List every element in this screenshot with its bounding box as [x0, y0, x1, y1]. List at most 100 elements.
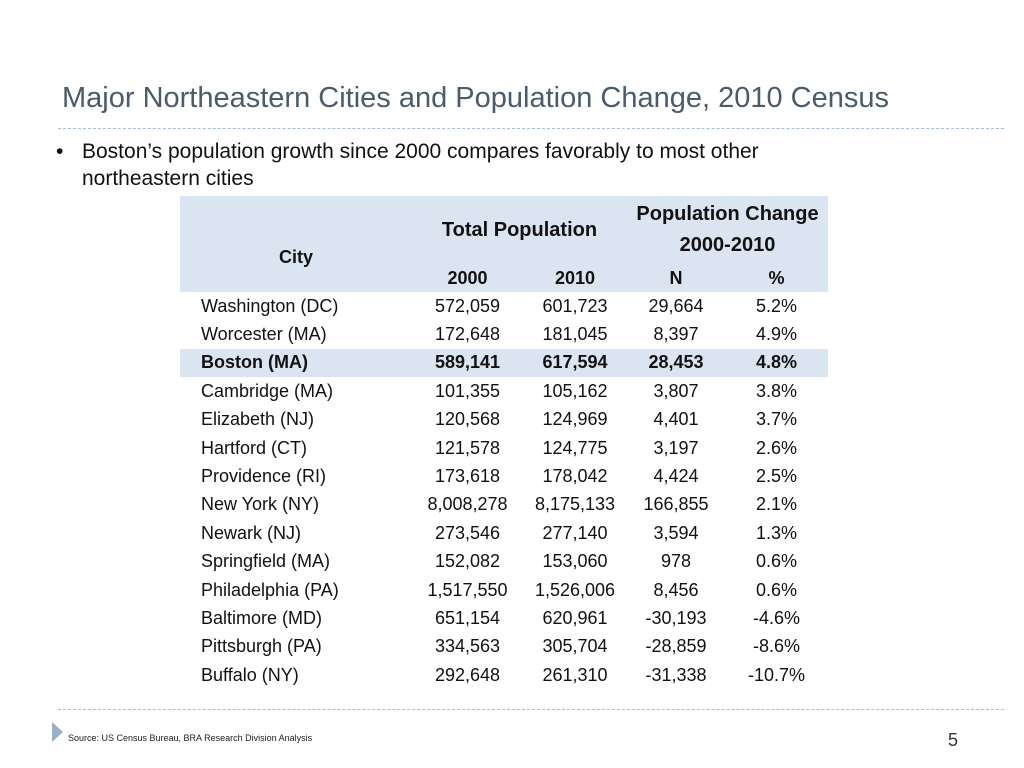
table-body: Washington (DC) 572,059 601,723 29,664 5.2% W…	[180, 292, 828, 689]
slide-title: Major Northeastern Cities and Population…	[62, 82, 889, 114]
cell-pop-2010: 277,140	[542, 522, 608, 543]
header-population-change: Population Change 2000-2010	[627, 196, 828, 264]
cell-change-n: 166,855	[643, 494, 709, 515]
cell-change-pct: -10.7%	[747, 664, 806, 685]
cell-change-pct: -4.6%	[752, 607, 801, 628]
cell-pop-2010: 601,723	[542, 295, 608, 316]
cell-change-pct: 5.2%	[755, 295, 798, 316]
cell-city: Newark (NJ)	[201, 522, 302, 543]
cell-change-n: 29,664	[648, 295, 704, 316]
cell-pop-2010: 105,162	[542, 380, 608, 401]
population-table: City Total Population Population Change …	[180, 196, 828, 689]
cell-city: Pittsburgh (PA)	[201, 636, 322, 657]
table-row: Springfield (MA) 152,082 153,060 978 0.6%	[180, 548, 828, 576]
cell-change-pct: 2.5%	[755, 466, 798, 487]
cell-pop-2000: 173,618	[434, 466, 501, 487]
cell-change-pct: 2.1%	[755, 494, 798, 515]
cell-pop-2010: 620,961	[542, 607, 608, 628]
bullet-text: Boston’s population growth since 2000 co…	[82, 140, 759, 190]
cell-change-pct: 0.6%	[755, 579, 798, 600]
header-total-population: Total Population	[412, 196, 627, 264]
table-row: Philadelphia (PA) 1,517,550 1,526,006 8,456…	[180, 576, 828, 604]
header-population-change-line2: 2000-2010	[679, 234, 776, 256]
cell-change-n: 4,401	[653, 409, 699, 430]
cell-pop-2010: 181,045	[542, 324, 608, 345]
cell-change-n: 978	[660, 551, 692, 572]
cell-pop-2010: 178,042	[542, 466, 608, 487]
header-year-2010: 2010	[523, 264, 627, 292]
cell-pop-2000: 572,059	[434, 295, 501, 316]
header-n: N	[627, 264, 725, 292]
cell-pop-2000: 589,141	[412, 348, 523, 378]
cell-pop-2000: 1,517,550	[427, 579, 508, 600]
cell-city: Buffalo (NY)	[201, 664, 299, 685]
footer-divider	[58, 709, 1004, 710]
cell-change-n: -31,338	[645, 664, 707, 685]
cell-change-n: 8,397	[653, 324, 699, 345]
table-row: Elizabeth (NJ) 120,568 124,969 4,401 3.7%	[180, 406, 828, 434]
cell-change-n: 3,197	[653, 437, 699, 458]
cell-change-n: 28,453	[627, 348, 725, 378]
cell-pop-2010: 261,310	[542, 664, 608, 685]
cell-city: Cambridge (MA)	[201, 380, 334, 401]
cell-change-pct: 4.8%	[725, 348, 828, 378]
header-population-change-line1: Population Change	[636, 203, 819, 225]
table-row: Buffalo (NY) 292,648 261,310 -31,338 -10.7%	[180, 661, 828, 689]
cell-pop-2000: 152,082	[434, 551, 501, 572]
cell-change-pct: 1.3%	[755, 522, 798, 543]
cell-pop-2000: 121,578	[434, 437, 501, 458]
footer-triangle-icon	[52, 722, 63, 742]
cell-change-pct: 3.8%	[755, 380, 798, 401]
cell-city: Baltimore (MD)	[201, 607, 323, 628]
header-year-2000: 2000	[412, 264, 523, 292]
cell-change-n: -30,193	[645, 607, 707, 628]
table-row: Baltimore (MD) 651,154 620,961 -30,193 -4.6%	[180, 604, 828, 632]
cell-change-n: 4,424	[653, 466, 699, 487]
cell-city: Providence (RI)	[201, 466, 327, 487]
table-row: Cambridge (MA) 101,355 105,162 3,807 3.8%	[180, 377, 828, 405]
cell-pop-2010: 153,060	[542, 551, 608, 572]
cell-change-pct: 3.7%	[755, 409, 798, 430]
bullet-point: • Boston’s population growth since 2000 …	[56, 138, 856, 192]
cell-city: Springfield (MA)	[201, 551, 331, 572]
table-row: Providence (RI) 173,618 178,042 4,424 2.5%	[180, 462, 828, 490]
cell-pop-2000: 120,568	[434, 409, 501, 430]
cell-change-pct: 0.6%	[755, 551, 798, 572]
cell-city: Hartford (CT)	[201, 437, 308, 458]
cell-pop-2000: 292,648	[434, 664, 501, 685]
cell-pop-2010: 8,175,133	[534, 494, 616, 515]
cell-city: Elizabeth (NJ)	[201, 409, 315, 430]
table-row: Hartford (CT) 121,578 124,775 3,197 2.6%	[180, 434, 828, 462]
cell-pop-2000: 334,563	[434, 636, 501, 657]
bullet-marker: •	[56, 140, 64, 163]
cell-city: Worcester (MA)	[201, 324, 327, 345]
cell-change-n: -28,859	[645, 636, 707, 657]
cell-pop-2000: 101,355	[434, 380, 501, 401]
cell-pop-2000: 172,648	[434, 324, 501, 345]
cell-change-n: 3,594	[653, 522, 699, 543]
cell-change-pct: 4.9%	[755, 324, 798, 345]
header-pct: %	[725, 264, 828, 292]
table-row: Boston (MA) 589,141 617,594 28,453 4.8%	[180, 348, 828, 378]
table-row: Washington (DC) 572,059 601,723 29,664 5.2%	[180, 292, 828, 320]
source-note: Source: US Census Bureau, BRA Research D…	[68, 733, 313, 743]
cell-pop-2010: 124,775	[542, 437, 608, 458]
cell-change-n: 8,456	[653, 579, 699, 600]
cell-city: Boston (MA)	[180, 348, 412, 378]
cell-city: Washington (DC)	[201, 295, 339, 316]
table-row: Newark (NJ) 273,546 277,140 3,594 1.3%	[180, 519, 828, 547]
cell-change-pct: 2.6%	[755, 437, 798, 458]
header-city: City	[180, 196, 412, 292]
cell-pop-2000: 8,008,278	[427, 494, 508, 515]
table-row: Worcester (MA) 172,648 181,045 8,397 4.9%	[180, 320, 828, 348]
table-row: New York (NY) 8,008,278 8,175,133 166,855 2.…	[180, 491, 828, 519]
cell-pop-2010: 124,969	[542, 409, 608, 430]
title-divider	[58, 128, 1004, 129]
cell-pop-2010: 305,704	[542, 636, 608, 657]
cell-change-pct: -8.6%	[752, 636, 801, 657]
table-row: Pittsburgh (PA) 334,563 305,704 -28,859 -8.6…	[180, 633, 828, 661]
cell-pop-2010: 1,526,006	[534, 579, 616, 600]
cell-change-n: 3,807	[653, 380, 699, 401]
cell-city: Philadelphia (PA)	[201, 579, 339, 600]
page-number: 5	[947, 730, 958, 750]
